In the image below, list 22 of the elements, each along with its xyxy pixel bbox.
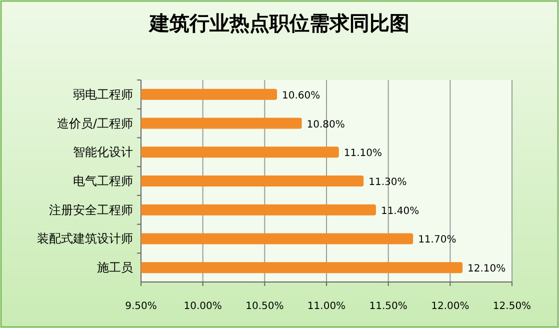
- y-tick-label: 施工员: [97, 260, 133, 275]
- y-tick-label: 智能化设计: [73, 145, 133, 160]
- y-tick-label: 装配式建筑设计师: [37, 232, 133, 246]
- x-tick-label: 11.00%: [307, 301, 346, 312]
- chart-title: 建筑行业热点职位需求同比图: [148, 11, 410, 35]
- x-tick-label: 12.00%: [431, 301, 470, 312]
- data-label: 11.70%: [418, 234, 456, 246]
- x-tick-label: 10.00%: [184, 301, 222, 312]
- x-tick-label: 11.50%: [369, 301, 408, 312]
- x-tick-label: 12.50%: [492, 301, 532, 312]
- x-tick-label: 10.50%: [246, 301, 284, 312]
- y-tick-label: 电气工程师: [73, 174, 133, 188]
- data-label: 12.10%: [468, 264, 506, 275]
- y-tick-label: 注册安全工程师: [49, 202, 133, 217]
- data-label: 10.80%: [306, 119, 345, 130]
- x-tick-label: 9.50%: [125, 301, 157, 312]
- y-tick-label: 造价员/工程师: [56, 116, 133, 130]
- data-label: 11.10%: [344, 148, 382, 160]
- data-label: 11.40%: [380, 206, 420, 217]
- data-label: 10.60%: [282, 90, 320, 102]
- data-label: 11.30%: [368, 177, 407, 188]
- y-tick-label: 弱电工程师: [73, 87, 133, 102]
